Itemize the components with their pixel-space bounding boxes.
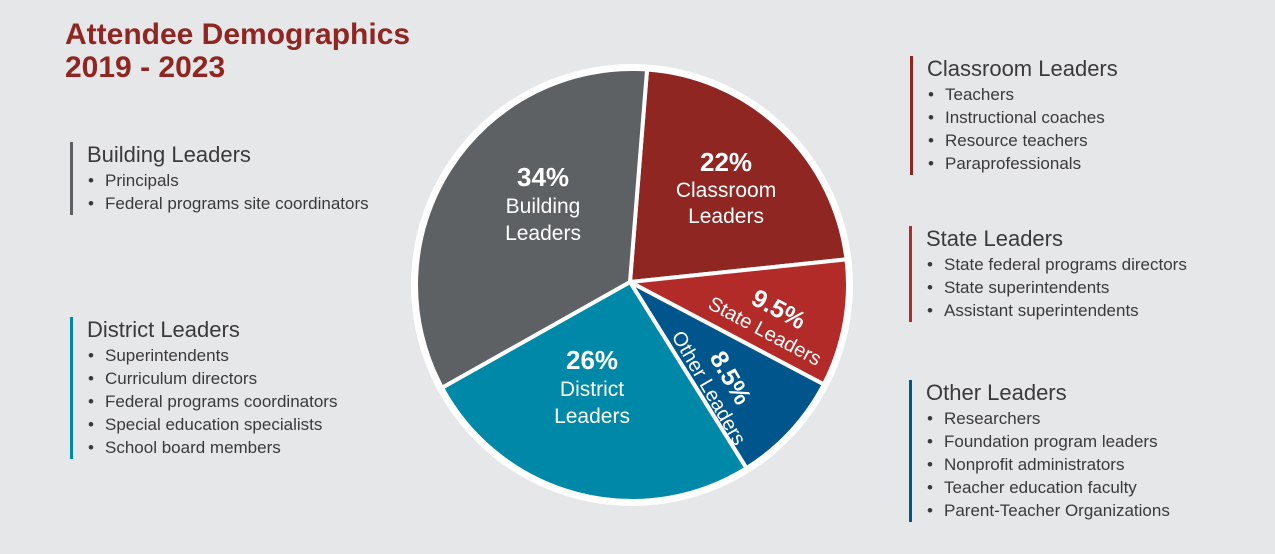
list-item: School board members [87, 436, 337, 459]
group-district-leaders: District Leaders Superintendents Curricu… [70, 317, 337, 459]
list-item: Parent-Teacher Organizations [926, 499, 1170, 522]
slice-label-district: 26% District Leaders [554, 345, 630, 428]
list-item: Federal programs site coordinators [87, 192, 369, 215]
group-title: District Leaders [87, 317, 240, 342]
list-item: Nonprofit administrators [926, 453, 1170, 476]
list-item: Teacher education faculty [926, 476, 1170, 499]
list-item: Federal programs coordinators [87, 390, 337, 413]
slice-percent-classroom: 22% [700, 147, 752, 177]
list-item: Superintendents [87, 344, 337, 367]
list-item: Foundation program leaders [926, 430, 1170, 453]
chart-title: Attendee Demographics 2019 - 2023 [65, 18, 410, 84]
group-list: Teachers Instructional coaches Resource … [927, 83, 1118, 175]
group-list: Researchers Foundation program leaders N… [926, 407, 1170, 522]
list-item: Assistant superintendents [926, 299, 1187, 322]
list-item: Researchers [926, 407, 1170, 430]
slice-name-classroom: Leaders [688, 205, 764, 228]
group-classroom-leaders: Classroom Leaders Teachers Instructional… [910, 56, 1118, 175]
list-item: Principals [87, 169, 369, 192]
group-title: Other Leaders [926, 380, 1067, 405]
pie-slice-state [628, 257, 850, 387]
list-item: Curriculum directors [87, 367, 337, 390]
slice-name-building: Leaders [505, 222, 581, 245]
slice-label-classroom: 22%Classroom Leaders [676, 147, 776, 228]
group-building-leaders: Building Leaders Principals Federal prog… [70, 142, 369, 215]
group-list: Principals Federal programs site coordin… [87, 169, 369, 215]
list-item: Resource teachers [927, 129, 1118, 152]
list-item: Paraprofessionals [927, 152, 1118, 175]
list-item: State federal programs directors [926, 253, 1187, 276]
list-item: Teachers [927, 83, 1118, 106]
group-other-leaders: Other Leaders Researchers Foundation pro… [909, 380, 1170, 522]
group-list: Superintendents Curriculum directors Fed… [87, 344, 337, 459]
group-title: Building Leaders [87, 142, 251, 167]
slice-name-classroom: Classroom [676, 179, 776, 202]
pie-slice-classroom [628, 67, 849, 284]
group-title: State Leaders [926, 226, 1063, 251]
pie-slice-building [414, 67, 650, 390]
slice-name-district: District [560, 378, 624, 401]
group-title: Classroom Leaders [927, 56, 1118, 81]
slice-percent-building: 34% [517, 162, 569, 192]
list-item: Instructional coaches [927, 106, 1118, 129]
title-line-2: 2019 - 2023 [65, 51, 226, 84]
title-line-1: Attendee Demographics [65, 18, 411, 51]
group-list: State federal programs directors State s… [926, 253, 1187, 322]
group-state-leaders: State Leaders State federal programs dir… [909, 226, 1187, 322]
slice-name-building: Building [506, 195, 581, 218]
slice-percent-district: 26% [566, 345, 618, 375]
list-item: State superintendents [926, 276, 1187, 299]
pie-slice-district [440, 280, 749, 503]
list-item: Special education specialists [87, 413, 337, 436]
pie-slice-other [628, 280, 826, 471]
slice-label-building: 34% Building Leaders [505, 162, 581, 245]
slice-name-district: Leaders [554, 405, 630, 428]
